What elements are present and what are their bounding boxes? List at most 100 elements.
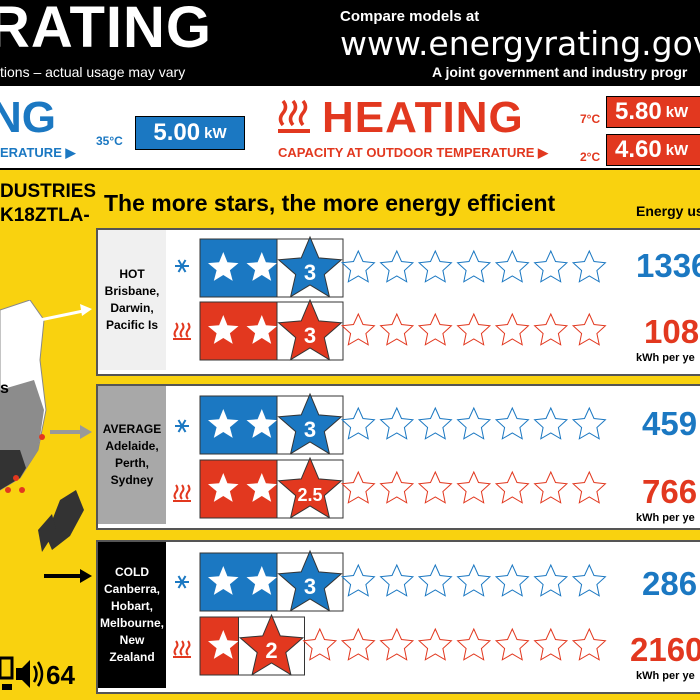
heat-waves-icon-stroke	[185, 322, 191, 338]
badge-star-value: 3	[304, 417, 316, 442]
zone-label-hot: HOT Brisbane, Darwin, Pacific Is	[98, 230, 166, 370]
cooling-capacity-box: 5.00 kW	[135, 116, 245, 150]
badge-star	[238, 613, 305, 676]
badge-star-value: 2	[265, 638, 277, 663]
empty-star	[456, 627, 492, 661]
badge-star	[277, 392, 343, 455]
heat-waves-icon-stroke	[185, 484, 191, 500]
cold-cooling-energy: 286	[642, 565, 698, 602]
badge-star-value: 3	[304, 323, 316, 348]
empty-star	[456, 563, 492, 597]
heat-waves-icon	[173, 500, 191, 502]
empty-star	[533, 249, 569, 283]
snowflake-icon	[180, 264, 184, 268]
label-subtitle: tions – actual usage may vary	[0, 64, 186, 80]
empty-star	[417, 312, 453, 346]
empty-star	[302, 627, 338, 661]
empty-star	[533, 406, 569, 440]
heat-waves-icon-stroke	[179, 484, 185, 500]
zone-arrows	[39, 304, 92, 583]
website-url: www.energyrating.gov.au	[340, 24, 700, 63]
badge-star	[277, 235, 343, 298]
hot-cooling-energy: 1336	[636, 247, 700, 284]
empty-star	[379, 470, 415, 504]
empty-star	[533, 627, 569, 661]
empty-star	[494, 627, 530, 661]
badge-star	[277, 456, 343, 519]
energy-use-label: Energy us	[636, 203, 700, 219]
brand-model: DUSTRIES K18ZTLA-	[0, 181, 97, 226]
capacity-band	[0, 86, 700, 168]
average-cooling-energy: 459	[642, 405, 698, 442]
cold-kwh-unit: kWh per ye	[636, 670, 695, 682]
badge-star-value: 3	[304, 260, 316, 285]
empty-star	[456, 249, 492, 283]
empty-star	[571, 627, 607, 661]
empty-star	[533, 563, 569, 597]
empty-star	[379, 627, 415, 661]
empty-star	[456, 470, 492, 504]
empty-star	[379, 249, 415, 283]
zone-panel-cold	[96, 540, 700, 694]
badge-star-value: 3	[304, 574, 316, 599]
australia-nz-map	[0, 300, 84, 552]
empty-star	[494, 563, 530, 597]
empty-star	[533, 312, 569, 346]
empty-star	[494, 312, 530, 346]
filled-star	[208, 315, 239, 344]
cold-heating-energy: 2160	[630, 631, 700, 668]
empty-star	[571, 563, 607, 597]
empty-star	[340, 312, 376, 346]
empty-star	[379, 406, 415, 440]
heat-waves-icon	[276, 96, 312, 138]
speaker-icon	[0, 654, 44, 694]
badge-star	[277, 549, 343, 612]
heat-waves-icon	[173, 338, 191, 340]
filled-star	[208, 409, 239, 438]
empty-star	[417, 627, 453, 661]
zone-panel-average	[96, 384, 700, 530]
filled-star	[246, 473, 277, 502]
empty-star	[340, 406, 376, 440]
hot-heating-energy: 108	[644, 313, 700, 350]
empty-star	[571, 406, 607, 440]
heat-waves-icon	[173, 656, 191, 658]
cooling-temperature: 35°C	[96, 134, 123, 148]
heat-waves-icon-stroke	[179, 640, 185, 656]
empty-star	[571, 249, 607, 283]
zone-label-cold: COLD Canberra, Hobart, Melbourne, New Ze…	[98, 542, 166, 688]
filled-star	[246, 409, 277, 438]
heating-capacity-box-2: 4.60 kW	[606, 134, 700, 166]
heat-waves-icon-stroke	[173, 322, 179, 338]
empty-star	[417, 249, 453, 283]
badge-star-value: 2.5	[297, 485, 322, 505]
empty-star	[340, 627, 376, 661]
joint-program-label: A joint government and industry progr	[432, 64, 688, 80]
label-title: RATING	[0, 0, 213, 60]
empty-star	[494, 249, 530, 283]
heating-caption: CAPACITY AT OUTDOOR TEMPERATURE ▶	[278, 145, 548, 160]
empty-star	[571, 470, 607, 504]
heating-temperature-2: 2°C	[580, 150, 601, 164]
empty-star	[417, 406, 453, 440]
filled-star	[208, 566, 239, 595]
empty-star	[379, 563, 415, 597]
heating-temperature-1: 7°C	[580, 112, 601, 126]
headline: The more stars, the more energy efficien…	[104, 190, 556, 216]
empty-star	[456, 312, 492, 346]
filled-star	[208, 252, 239, 281]
snowflake-icon	[180, 580, 184, 584]
heat-waves-icon-stroke	[179, 322, 185, 338]
cooling-heading: NG	[0, 93, 56, 142]
filled-star	[208, 630, 239, 659]
empty-star	[417, 563, 453, 597]
empty-star	[494, 406, 530, 440]
compare-label: Compare models at	[340, 8, 480, 25]
filled-star	[246, 252, 277, 281]
heating-heading: HEATING	[322, 93, 524, 142]
empty-star	[494, 470, 530, 504]
average-heating-energy: 766	[642, 473, 698, 510]
snowflake-icon	[180, 424, 184, 428]
